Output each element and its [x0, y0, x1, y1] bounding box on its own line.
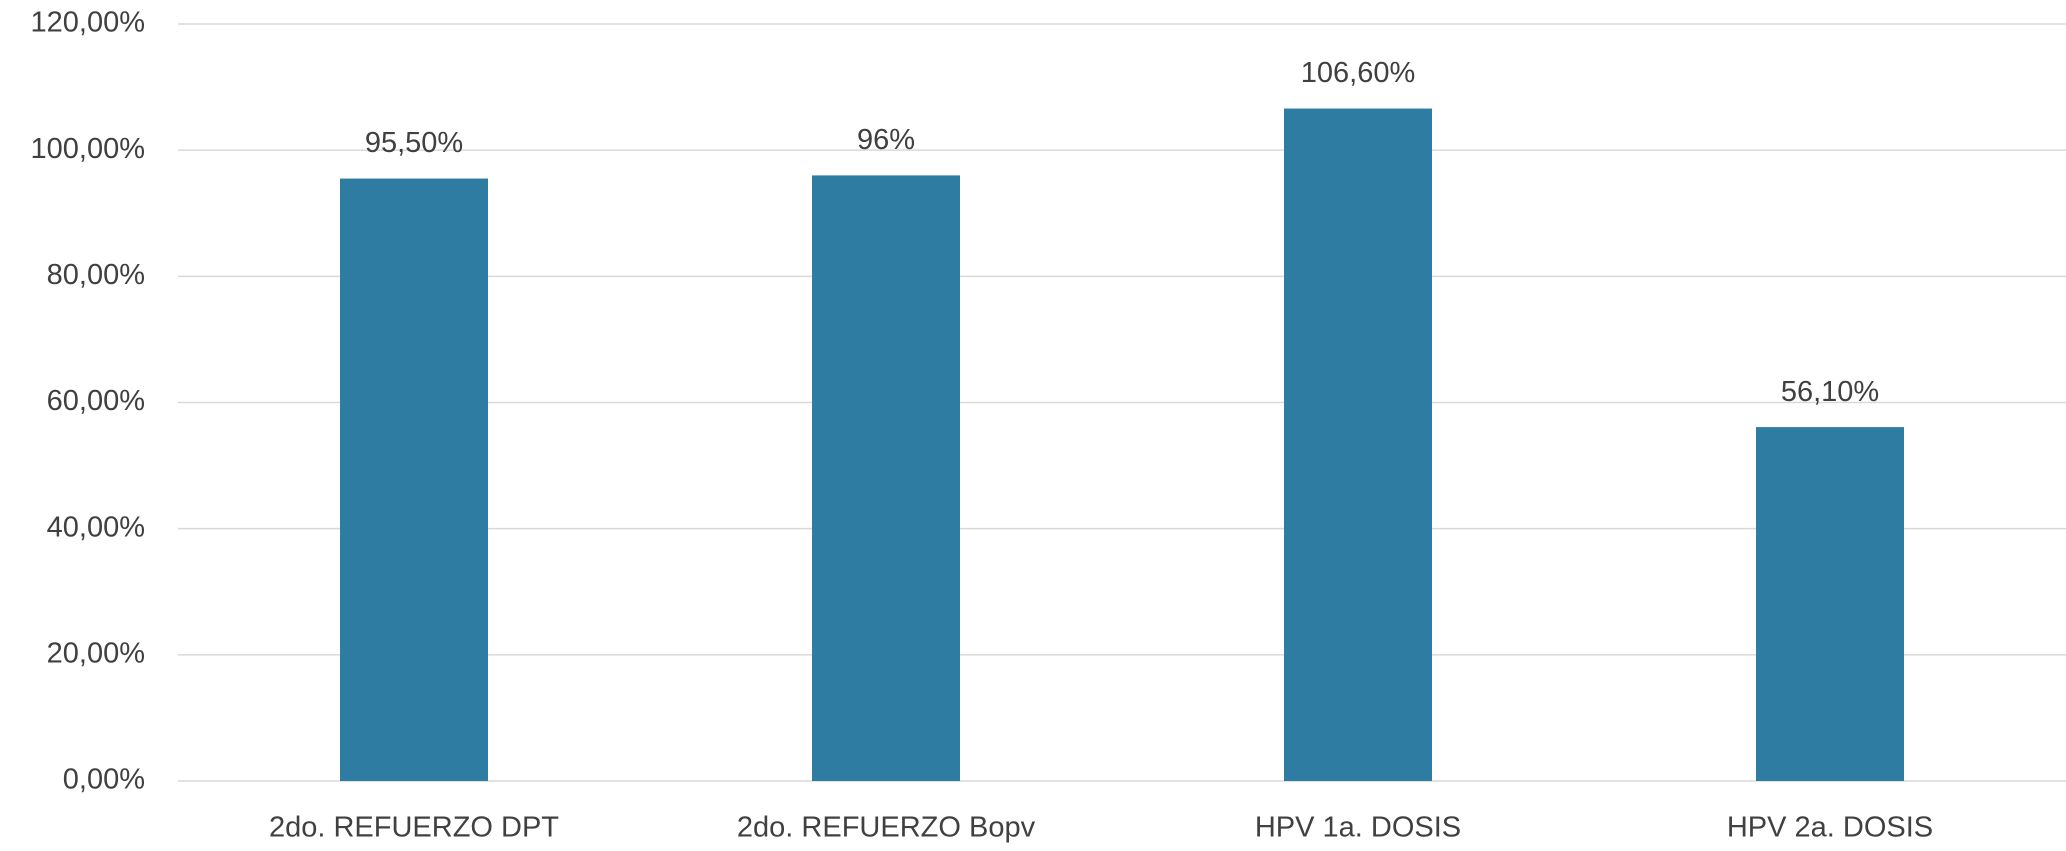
x-tick-label: HPV 1a. DOSIS — [1255, 812, 1461, 844]
y-tick-label: 120,00% — [31, 7, 146, 39]
x-tick-label: 2do. REFUERZO DPT — [269, 812, 559, 844]
y-tick-label: 40,00% — [47, 511, 145, 543]
x-tick-label: 2do. REFUERZO Bopv — [737, 812, 1036, 844]
y-tick-label: 20,00% — [47, 637, 145, 669]
data-label: 96% — [857, 124, 915, 156]
x-tick-label: HPV 2a. DOSIS — [1727, 812, 1933, 844]
y-tick-label: 60,00% — [47, 385, 145, 417]
bar — [1756, 427, 1904, 781]
y-tick-label: 0,00% — [63, 764, 145, 796]
bar — [340, 178, 488, 781]
y-tick-label: 100,00% — [31, 133, 146, 165]
data-label: 95,50% — [365, 127, 463, 159]
bar — [1284, 108, 1432, 781]
y-tick-label: 80,00% — [47, 259, 145, 291]
bar — [812, 175, 960, 781]
data-label: 56,10% — [1781, 376, 1879, 408]
data-label: 106,60% — [1301, 57, 1416, 89]
